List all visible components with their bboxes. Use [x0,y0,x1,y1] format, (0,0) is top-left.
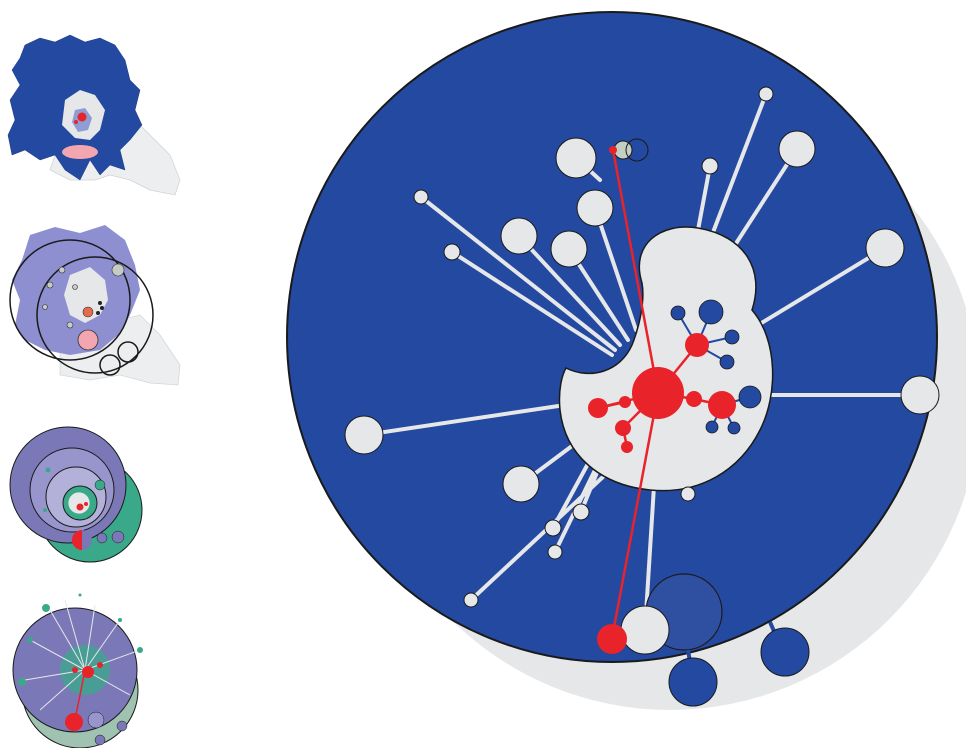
gray-node [66,321,74,329]
thumbnail-nested-circles [0,415,160,575]
teal-node [27,637,33,643]
red-node [97,662,103,668]
map-light-center [64,267,108,323]
teal-node [137,647,143,653]
cluster-circle-small-b [117,341,139,363]
red-long-link [610,392,660,639]
cluster-circle-small-a [99,354,121,376]
cluster-circle-mid [36,256,154,374]
red-node [72,667,78,673]
teal-node [94,479,106,491]
purple-node [111,530,125,544]
blue-inner-nodes [670,299,762,435]
white-outer-nodes [344,86,940,608]
pink-node [77,329,99,351]
teal-node [18,678,26,686]
map-pink-area [62,145,98,159]
map-regions-svg [7,34,181,196]
teal-node [78,593,82,597]
blue-bottom-node [668,657,718,707]
purple-node [116,720,128,732]
dark-dots [98,301,102,305]
purple-node [96,532,108,544]
nested-circles-svg [9,426,143,563]
red-long-link [611,149,660,394]
white-bottom-node [620,605,670,655]
red-inner-nodes [588,333,736,453]
gray-node [46,281,54,289]
red-half-node [72,530,82,550]
main-radial-diagram [280,5,966,748]
radial-links-svg [12,593,143,748]
red-top-node [609,146,617,154]
purple-node [87,711,105,729]
gray-node [58,266,66,274]
orange-node [82,306,94,318]
teal-node [42,604,50,612]
gray-node [42,304,48,310]
thumbnail-radial-links [10,590,160,748]
map-circles-svg [9,225,181,386]
teal-node [118,618,122,622]
main-diagram-svg [286,11,966,710]
red-bottom-node [597,624,627,654]
cluster-circle-large [9,239,131,361]
map-red-node-small [74,120,78,124]
red-link [74,669,86,721]
dark-dots [96,311,100,315]
thumbnail-map-circles [0,215,190,390]
blue-bottom-node [760,627,810,677]
red-node [76,503,84,511]
thumbnail-map-regions [0,30,185,200]
dark-dots [100,306,104,310]
red-node-large [65,713,83,731]
gray-node [72,284,78,290]
teal-node [43,508,47,512]
core-light-shape [68,492,90,514]
outline-node [625,138,649,162]
purple-node [94,734,106,746]
gray-node [111,263,125,277]
red-node [84,502,88,506]
map-red-node [77,112,87,122]
purple-half-node [82,530,92,550]
teal-node [45,467,51,473]
red-node-main [82,666,94,678]
